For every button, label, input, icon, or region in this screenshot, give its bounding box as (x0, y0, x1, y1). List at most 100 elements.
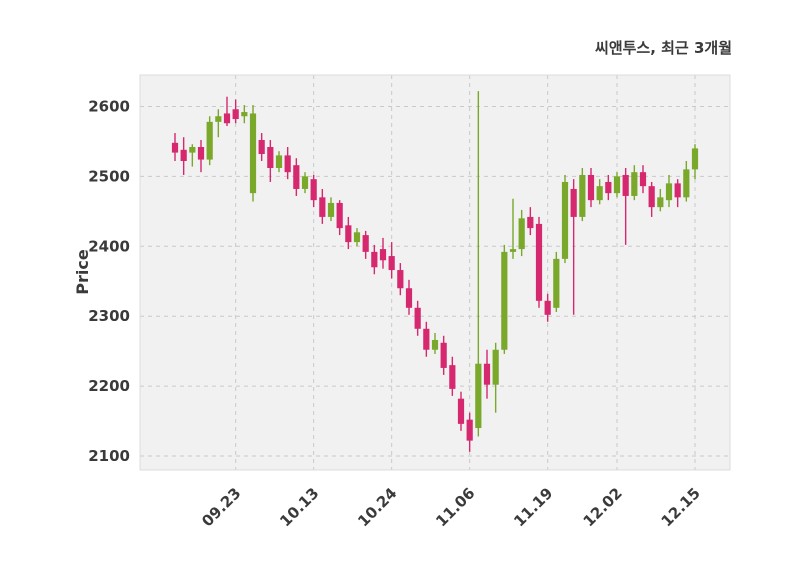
candle-up (275, 151, 283, 173)
chart-title: 씨앤투스, 최근 3개월 (595, 39, 732, 57)
candle-body (605, 181, 612, 194)
candle-body (457, 398, 465, 424)
candle-up (683, 160, 690, 202)
candle-body (189, 147, 196, 153)
candle-body (483, 363, 491, 385)
candle-up (665, 174, 673, 208)
candle-body (648, 186, 655, 208)
candle-body (440, 342, 447, 368)
candle-up (553, 251, 560, 312)
x-tick-label: 11.06 (432, 484, 478, 530)
candle-body (371, 251, 378, 268)
candle-body (631, 172, 638, 196)
candle-body (267, 147, 274, 168)
candle-body (215, 116, 222, 122)
x-tick-label: 10.13 (276, 484, 322, 530)
candle-down (457, 391, 465, 431)
y-axis-ticks: 2100 2200 2300 2400 2500 2600 (88, 97, 130, 465)
candle-down (622, 167, 629, 245)
candle-body (310, 179, 317, 201)
candle-body (197, 147, 205, 160)
x-tick-label: 10.24 (354, 484, 400, 530)
candle-up (353, 228, 361, 247)
candle-down (379, 237, 387, 269)
candle-up (501, 244, 508, 354)
y-tick-label: 2100 (88, 447, 130, 465)
candle-down (527, 207, 534, 236)
x-tick-label: 09.23 (198, 484, 244, 530)
candle-body (587, 174, 595, 201)
candle-body (475, 363, 482, 429)
candle-body (232, 109, 239, 120)
x-axis-ticks: 09.23 10.13 10.24 11.06 11.19 12.02 12.15 (198, 484, 704, 530)
candle-up (518, 209, 525, 257)
candle-down (535, 216, 543, 308)
candle-down (362, 230, 369, 259)
candle-body (553, 258, 560, 308)
candle-up (215, 109, 222, 138)
candle-body (596, 186, 603, 201)
candle-body (206, 121, 213, 160)
candle-body (353, 232, 361, 243)
candle-body (657, 197, 664, 208)
y-tick-label: 2500 (88, 167, 130, 185)
candle-down (223, 96, 231, 127)
candle-down (639, 165, 647, 194)
candle-body (466, 419, 473, 441)
candle-down (423, 321, 430, 357)
candle-up (613, 172, 621, 198)
candle-down (674, 179, 681, 208)
candle-body (284, 155, 291, 173)
candle-up (206, 116, 213, 166)
candle-down (171, 133, 179, 161)
candle-body (579, 174, 586, 217)
candle-down (371, 244, 378, 275)
candle-down (180, 137, 187, 175)
candle-up (249, 105, 257, 202)
y-tick-label: 2200 (88, 377, 130, 395)
candle-up (579, 167, 586, 222)
candle-down (293, 158, 300, 196)
candle-body (414, 307, 421, 329)
candle-body (423, 328, 430, 350)
candle-down (336, 200, 343, 236)
candle-down (388, 242, 395, 279)
candle-down (197, 140, 205, 173)
candle-down (258, 133, 265, 161)
candle-body (397, 270, 404, 289)
candle-down (267, 140, 274, 182)
candle-body (509, 249, 517, 252)
candle-down (345, 216, 352, 250)
y-axis-label: Price (73, 249, 92, 295)
candle-body (570, 188, 577, 217)
candle-body (258, 140, 265, 154)
y-tick-label: 2400 (88, 237, 130, 255)
candle-body (544, 300, 551, 315)
candle-body (674, 183, 681, 198)
candle-down (397, 263, 404, 296)
candle-up (189, 144, 196, 167)
candle-body (501, 251, 508, 350)
candle-body (223, 113, 231, 124)
candle-body (527, 216, 534, 229)
candle-body (622, 174, 629, 196)
candle-up (475, 91, 482, 437)
candle-body (683, 169, 690, 198)
candle-up (596, 179, 603, 205)
x-tick-label: 11.19 (510, 484, 556, 530)
candle-up (631, 165, 638, 201)
candle-body (492, 349, 499, 385)
x-tick-label: 12.15 (658, 484, 704, 530)
candle-body (345, 225, 352, 243)
candle-body (379, 249, 387, 261)
y-tick-label: 2600 (88, 97, 130, 115)
candle-down (284, 147, 291, 180)
candle-down (405, 279, 413, 315)
candle-body (336, 202, 343, 229)
candle-body (691, 148, 699, 170)
candle-up (301, 172, 309, 194)
x-tick-label: 12.02 (580, 484, 626, 530)
plot-area (140, 75, 730, 470)
